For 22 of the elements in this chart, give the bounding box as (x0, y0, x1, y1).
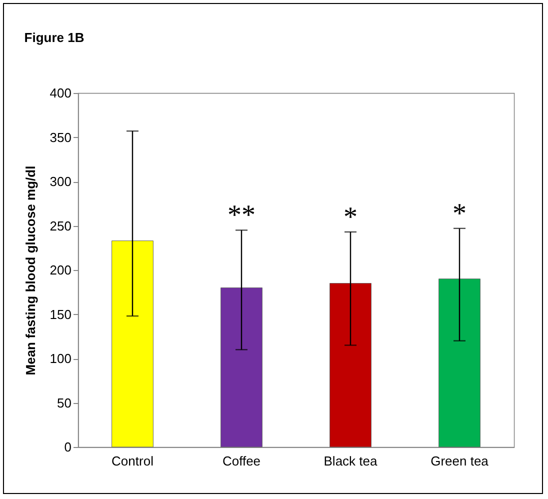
y-tick-label: 150 (50, 306, 72, 322)
y-tick-label: 300 (50, 174, 72, 189)
y-tick-label: 400 (50, 86, 72, 100)
annotation: * (344, 202, 358, 233)
y-tick-label: 100 (50, 351, 72, 366)
y-tick-label: 200 (50, 262, 72, 278)
x-tick-label: Green tea (430, 454, 490, 468)
y-tick-label: 250 (50, 218, 72, 234)
y-tick-label: 0 (64, 440, 72, 454)
bar (220, 287, 262, 448)
bar (112, 240, 154, 448)
x-tick-label: Control (112, 454, 154, 468)
x-tick-label: Coffee (222, 454, 261, 468)
bar (438, 278, 480, 448)
chart-title: Figure 1B (24, 30, 84, 45)
y-tick-label: 350 (50, 130, 72, 145)
y-axis-title: Mean fasting blood glucose mg/dl (22, 166, 38, 376)
bar (330, 283, 372, 448)
annotation: * (452, 198, 466, 230)
y-tick-label: 50 (57, 395, 72, 410)
annotation: ** (228, 200, 256, 232)
x-tick-label: Black tea (324, 454, 378, 468)
